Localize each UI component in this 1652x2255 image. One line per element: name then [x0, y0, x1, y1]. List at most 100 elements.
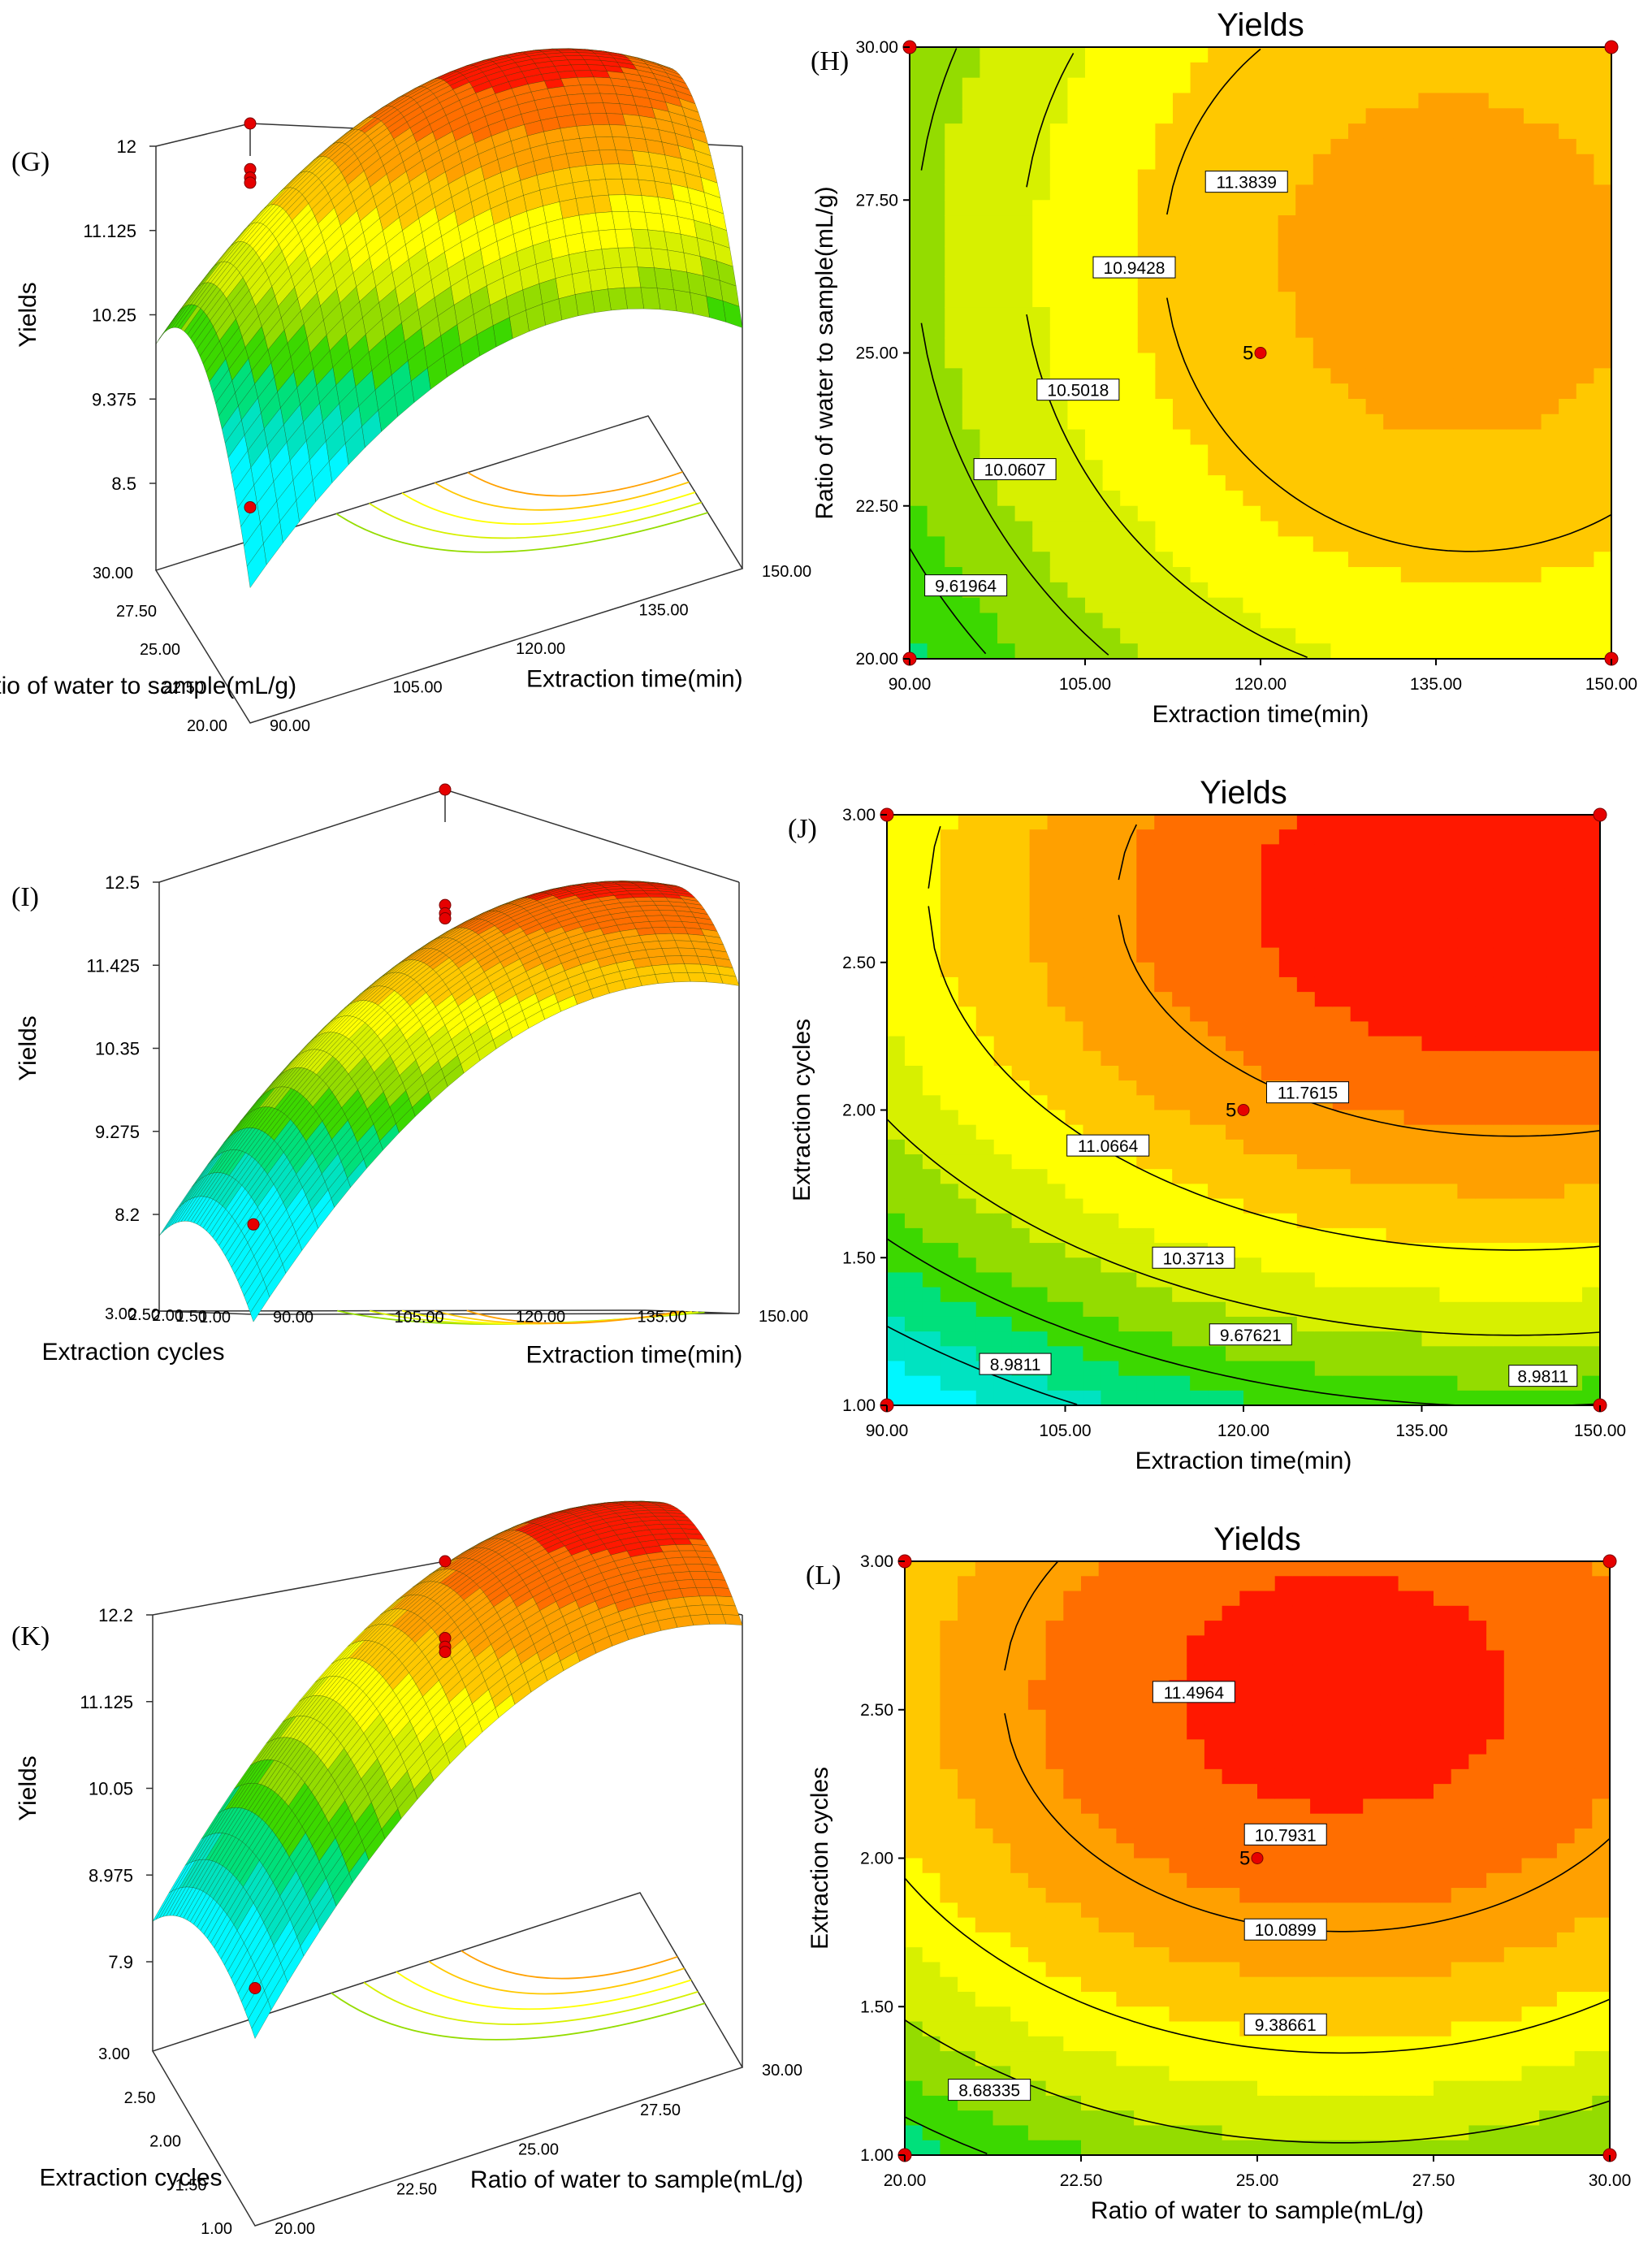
contour-cell — [904, 1287, 923, 1303]
contour-cell — [1383, 215, 1402, 232]
contour-cell — [1471, 184, 1490, 201]
contour-cell — [1511, 1272, 1529, 1288]
contour-cell — [1436, 108, 1455, 124]
contour-cell — [1403, 1375, 1423, 1392]
contour-cell — [1350, 1346, 1369, 1362]
contour-cell — [1524, 597, 1542, 614]
contour-cell — [945, 108, 963, 124]
contour-cell — [1368, 1272, 1387, 1288]
contour-cell — [1032, 261, 1051, 277]
contour-cell — [1243, 903, 1262, 919]
contour-cell — [927, 123, 945, 140]
contour-cell — [1029, 1139, 1049, 1155]
contour-cell — [1493, 1110, 1511, 1126]
contour-cell — [1295, 490, 1314, 507]
contour-cell — [1403, 859, 1423, 875]
right-axis-tick-label: 120.00 — [516, 640, 565, 658]
contour-cell — [962, 123, 980, 140]
contour-cell — [1541, 169, 1559, 186]
contour-cell — [1453, 536, 1472, 552]
contour-cell — [1457, 1169, 1476, 1184]
contour-cell — [945, 169, 963, 186]
contour-cell — [1278, 1361, 1298, 1377]
contour-cell — [1457, 962, 1476, 978]
contour-cell — [1049, 612, 1068, 629]
contour-cell — [1155, 200, 1174, 216]
contour-cell — [1032, 444, 1051, 461]
contour-cell — [1101, 1021, 1119, 1037]
contour-cell — [1278, 154, 1296, 171]
contour-cell — [1296, 1301, 1316, 1318]
contour-cell — [1439, 1154, 1458, 1170]
contour-cell — [1313, 276, 1331, 292]
contour-cell — [1296, 1006, 1316, 1023]
contour-cell — [1457, 888, 1476, 904]
contour-cell — [1296, 947, 1316, 963]
contour-cell — [1120, 567, 1139, 583]
contour-cell — [1136, 1213, 1155, 1229]
surface-facet — [586, 102, 607, 115]
contour-cell — [1313, 552, 1331, 568]
contour-cell — [1559, 475, 1577, 491]
contour-cell — [1332, 1361, 1351, 1377]
contour-cell — [1137, 77, 1156, 94]
contour-cell — [1436, 292, 1455, 308]
contour-cell — [1471, 307, 1490, 323]
contour-cell — [1225, 460, 1243, 476]
contour-cell — [1083, 918, 1101, 933]
contour-cell — [1453, 597, 1472, 614]
contour-cell — [940, 1050, 959, 1067]
contour-cell — [1136, 933, 1155, 949]
contour-cell — [887, 1006, 906, 1023]
contour-cell — [1154, 962, 1173, 978]
contour-cell — [1594, 307, 1612, 323]
contour-cell — [1190, 62, 1209, 79]
contour-cell — [1332, 1065, 1351, 1081]
contour-cell — [1421, 1110, 1441, 1126]
contour-cell — [1261, 1139, 1280, 1155]
contour-cell — [1383, 184, 1402, 201]
contour-cell — [910, 368, 928, 384]
contour-cell — [1208, 47, 1226, 63]
contour-cell — [1208, 521, 1226, 537]
contour-cell — [1475, 859, 1494, 875]
contour-cell — [1243, 628, 1261, 644]
contour-cell — [1295, 383, 1314, 400]
contour-cell — [1488, 138, 1507, 155]
contour-cell — [1155, 138, 1174, 155]
contour-cell — [1439, 962, 1458, 978]
contour-cell — [1118, 1065, 1137, 1081]
contour-cell — [1296, 918, 1316, 933]
contour-cell — [1295, 261, 1314, 277]
contour-cell — [1295, 77, 1314, 94]
contour-cell — [1383, 398, 1402, 415]
contour-cell — [1529, 1227, 1547, 1244]
contour-cell — [1400, 123, 1419, 140]
contour-cell — [904, 903, 923, 919]
contour-cell — [940, 1095, 959, 1111]
contour-cell — [1278, 933, 1298, 949]
contour-cell — [962, 47, 980, 63]
contour-cell — [1314, 873, 1334, 889]
contour-cell — [1083, 962, 1101, 978]
contour-cell — [887, 1287, 906, 1303]
contour-cell — [922, 1065, 941, 1081]
surface-facet — [560, 126, 581, 141]
contour-cell — [1524, 582, 1542, 599]
contour-cell — [1488, 505, 1507, 522]
contour-cell — [887, 976, 906, 993]
contour-cell — [1488, 307, 1507, 323]
contour-cell — [1047, 1124, 1066, 1140]
contour-cell — [1541, 230, 1559, 247]
contour-cell — [1493, 918, 1511, 933]
contour-cell — [1559, 628, 1577, 644]
contour-cell — [1457, 1243, 1476, 1258]
contour-cell — [1208, 475, 1226, 491]
contour-cell — [1559, 245, 1577, 262]
contour-cell — [1386, 1080, 1405, 1096]
contour-cell — [980, 261, 998, 277]
surface-facet — [578, 212, 599, 233]
contour-cell — [1172, 1050, 1191, 1067]
contour-cell — [1102, 123, 1121, 140]
contour-cell — [1049, 108, 1068, 124]
